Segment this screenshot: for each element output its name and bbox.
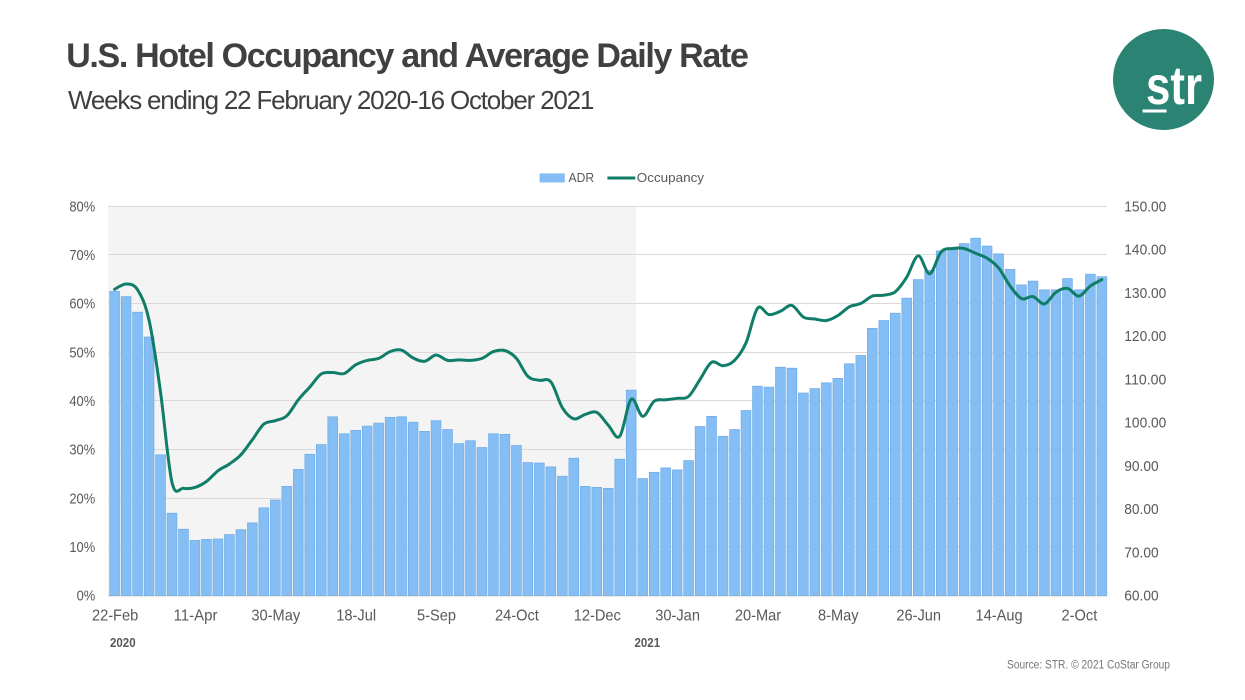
svg-text:18-Jul: 18-Jul xyxy=(336,608,376,625)
svg-text:100.00: 100.00 xyxy=(1124,415,1166,432)
svg-text:12-Dec: 12-Dec xyxy=(574,608,621,625)
svg-text:60%: 60% xyxy=(69,296,95,313)
svg-text:150.00: 150.00 xyxy=(1124,198,1166,215)
svg-text:70.00: 70.00 xyxy=(1124,544,1158,561)
svg-text:140.00: 140.00 xyxy=(1124,242,1166,259)
svg-text:22-Feb: 22-Feb xyxy=(92,608,139,625)
svg-text:70%: 70% xyxy=(69,247,95,264)
svg-text:130.00: 130.00 xyxy=(1124,285,1166,302)
svg-text:90.00: 90.00 xyxy=(1124,458,1158,475)
svg-text:0%: 0% xyxy=(77,588,96,605)
svg-text:2-Oct: 2-Oct xyxy=(1062,608,1098,625)
svg-text:24-Oct: 24-Oct xyxy=(495,608,540,625)
svg-text:10%: 10% xyxy=(69,539,95,556)
svg-text:30-Jan: 30-Jan xyxy=(655,608,700,625)
svg-text:80%: 80% xyxy=(69,198,95,215)
svg-text:Occupancy: Occupancy xyxy=(637,171,705,185)
svg-text:14-Aug: 14-Aug xyxy=(976,608,1023,625)
svg-text:26-Jun: 26-Jun xyxy=(896,608,941,625)
svg-text:80.00: 80.00 xyxy=(1124,501,1158,518)
svg-text:110.00: 110.00 xyxy=(1124,371,1166,388)
svg-text:120.00: 120.00 xyxy=(1124,328,1166,345)
svg-text:60.00: 60.00 xyxy=(1124,588,1158,605)
svg-text:5-Sep: 5-Sep xyxy=(417,608,456,625)
svg-text:2020: 2020 xyxy=(110,635,136,650)
svg-text:str: str xyxy=(1146,56,1202,116)
svg-text:11-Apr: 11-Apr xyxy=(174,608,218,625)
svg-text:Source: STR. © 2021 CoStar Gro: Source: STR. © 2021 CoStar Group xyxy=(1007,660,1170,672)
svg-text:30-May: 30-May xyxy=(251,608,300,625)
svg-text:2021: 2021 xyxy=(635,635,661,650)
svg-text:40%: 40% xyxy=(69,393,95,410)
svg-text:30%: 30% xyxy=(69,442,95,459)
svg-text:ADR: ADR xyxy=(569,171,595,185)
svg-text:50%: 50% xyxy=(69,344,95,361)
svg-text:20%: 20% xyxy=(69,490,95,507)
svg-text:8-May: 8-May xyxy=(818,608,859,625)
svg-text:20-Mar: 20-Mar xyxy=(735,608,781,625)
